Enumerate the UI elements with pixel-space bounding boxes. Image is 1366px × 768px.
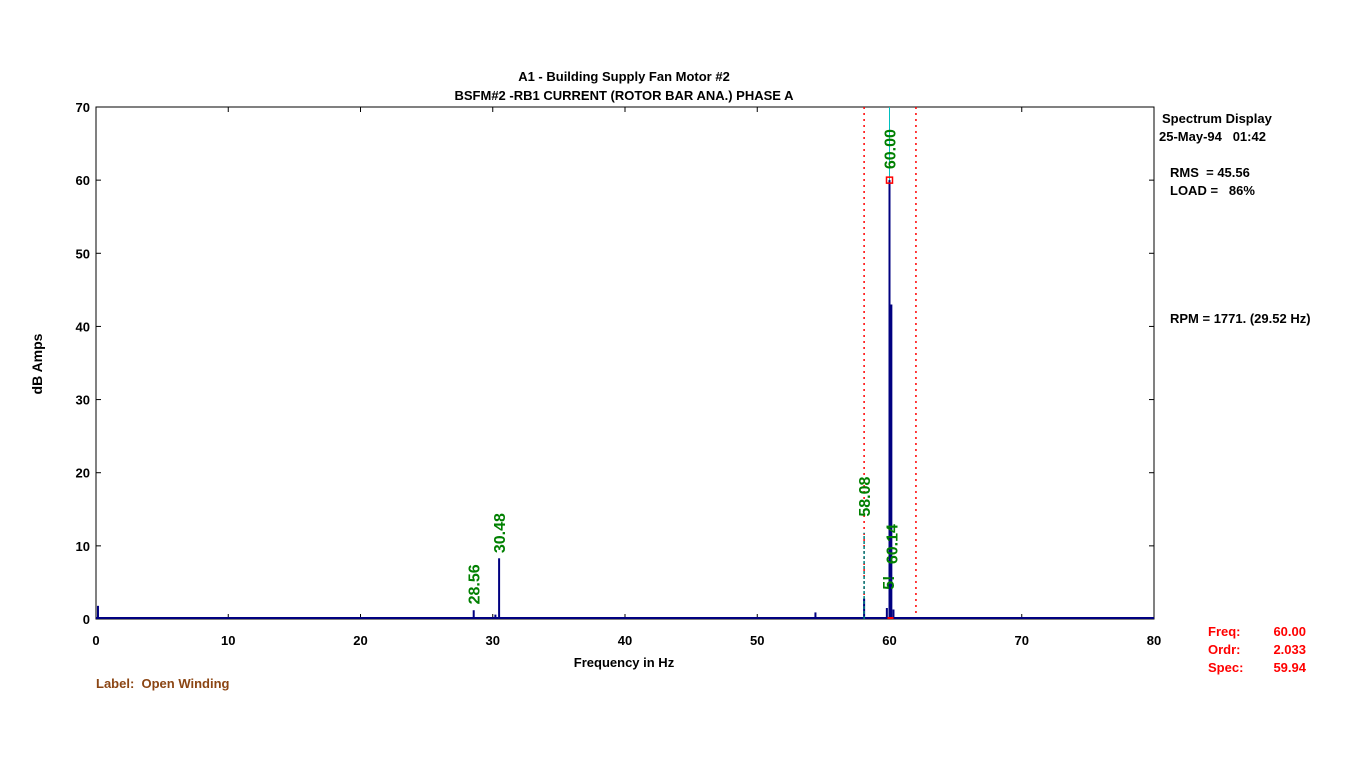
axis-ticks: 0 10 20 30 40 50 60 70 80 0 10 20 30 40 50 60 70 [76,100,1162,648]
y-tick-label: 60 [76,173,90,188]
peak-label: 5! [881,576,898,590]
date-time: 25-May-94 01:42 [1159,129,1266,144]
chart-subtitle: BSFM#2 -RB1 CURRENT (ROTOR BAR ANA.) PHA… [455,88,795,103]
peak-label: 58.08 [857,476,874,516]
freq-value: 60.00 [1273,624,1306,639]
peak-label: 60.14 [884,524,901,564]
x-axis-label: Frequency in Hz [574,655,675,670]
x-tick-label: 70 [1015,633,1029,648]
x-tick-label: 50 [750,633,764,648]
spec-label: Spec: [1208,660,1243,675]
freq-label: Freq: [1208,624,1241,639]
y-tick-label: 10 [76,539,90,554]
y-tick-label: 30 [76,393,90,408]
y-tick-label: 20 [76,466,90,481]
x-tick-label: 80 [1147,633,1161,648]
cursor-marker [885,176,894,184]
peak-labels: 28.56 30.48 58.08 5! 60.14 60.00 [467,129,902,604]
x-tick-label: 30 [486,633,500,648]
peak-label: 30.48 [492,513,509,553]
x-tick-label: 40 [618,633,632,648]
rms-value: RMS = 45.56 [1170,165,1250,180]
ordr-value: 2.033 [1273,642,1306,657]
footer-label: Label: Open Winding [96,676,230,691]
peak-label: 60.00 [883,129,900,169]
rpm-value: RPM = 1771. (29.52 Hz) [1170,311,1311,326]
x-tick-label: 10 [221,633,235,648]
spec-value: 59.94 [1273,660,1306,675]
y-tick-label: 50 [76,246,90,261]
display-type: Spectrum Display [1162,111,1273,126]
plot-area [95,106,1155,620]
x-tick-label: 20 [353,633,367,648]
ordr-label: Ordr: [1208,642,1241,657]
chart-title: A1 - Building Supply Fan Motor #2 [518,69,730,84]
y-tick-label: 0 [83,612,90,627]
x-tick-label: 0 [92,633,99,648]
load-value: LOAD = 86% [1170,183,1255,198]
peak-label: 28.56 [467,564,484,604]
x-tick-label: 60 [882,633,896,648]
y-axis-label: dB Amps [29,333,45,394]
y-tick-label: 40 [76,319,90,334]
spectrum-series [96,176,1154,619]
y-tick-label: 70 [76,100,90,115]
